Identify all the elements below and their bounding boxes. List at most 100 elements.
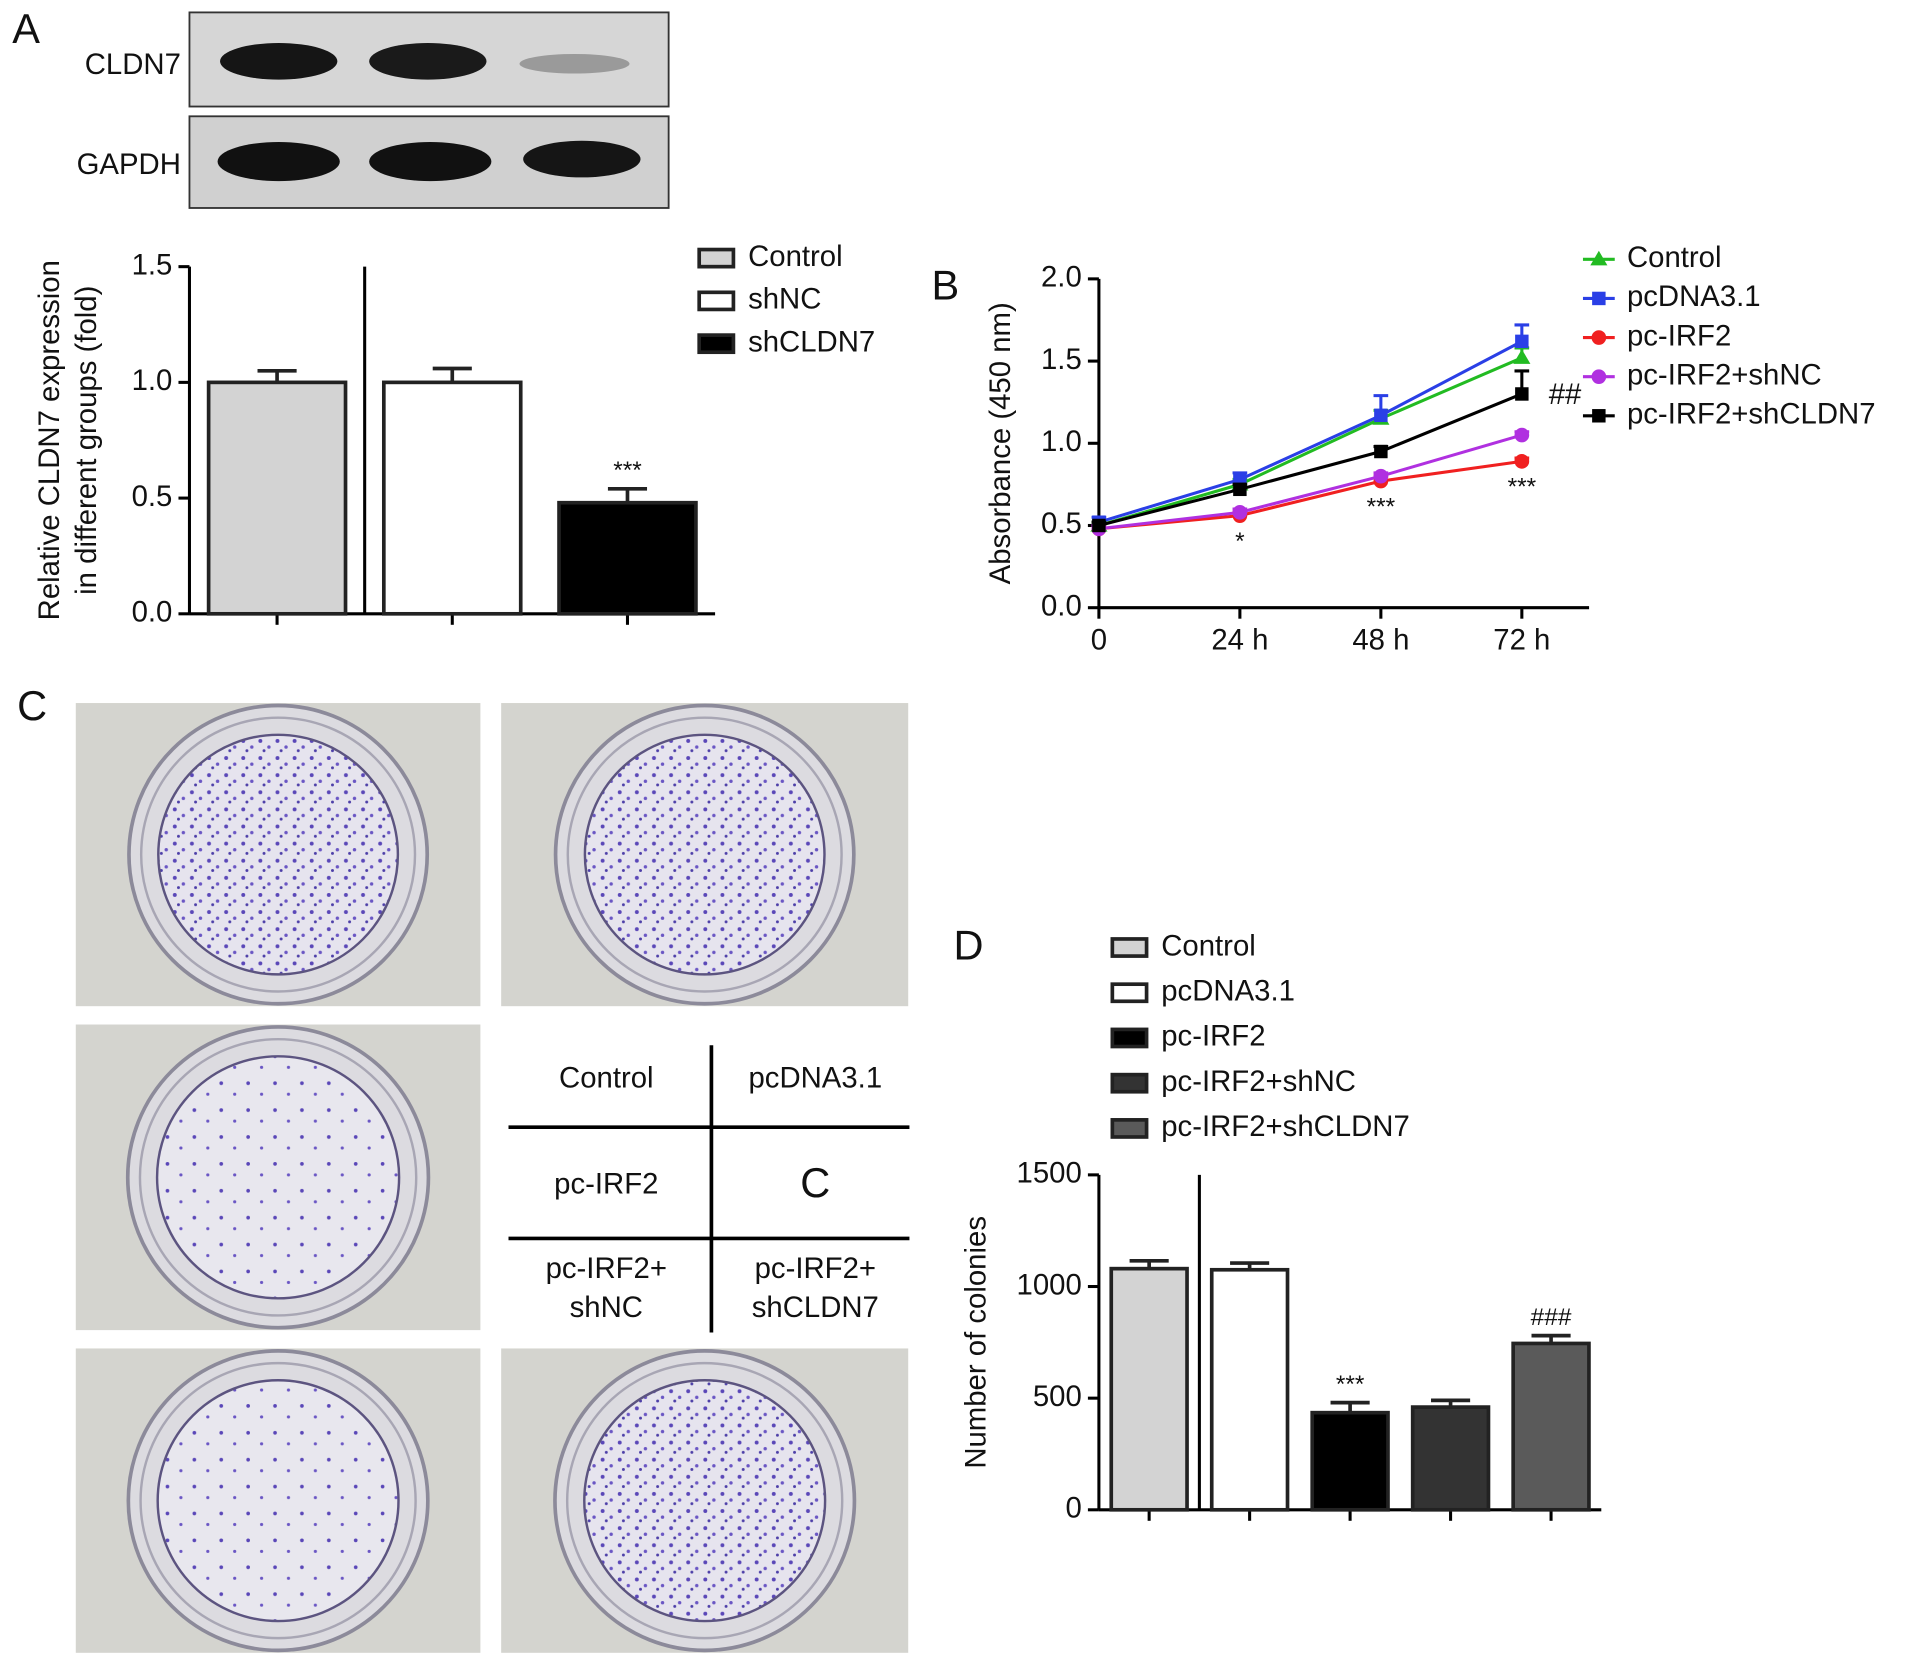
legend-label: pc-IRF2 <box>1627 319 1731 352</box>
key-label: shCLDN7 <box>752 1291 879 1324</box>
y-tick-label: 0.0 <box>132 596 173 629</box>
band <box>519 53 630 74</box>
bar <box>381 380 523 616</box>
legend-label: pcDNA3.1 <box>1161 974 1295 1007</box>
legend-label: Control <box>1627 241 1722 274</box>
panel-letter: D <box>953 922 983 969</box>
y-tick-label: 1500 <box>1017 1157 1082 1190</box>
marker <box>1374 444 1388 459</box>
legend-swatch <box>697 247 736 269</box>
y-tick-label: 1.5 <box>132 248 173 281</box>
marker <box>1592 409 1606 423</box>
colony-key <box>508 1045 910 1333</box>
bar <box>206 380 348 616</box>
key-label: pc-IRF2+ <box>546 1252 667 1285</box>
y-axis-label: Relative CLDN7 expression <box>33 260 66 620</box>
blot-label: CLDN7 <box>85 48 181 81</box>
dish-inner <box>565 1361 844 1640</box>
x-tick-label: 48 h <box>1352 624 1409 657</box>
x-tick-label: 24 h <box>1211 624 1268 657</box>
bar <box>1511 1341 1591 1512</box>
bar <box>557 500 698 616</box>
y-axis-label: Number of colonies <box>960 1216 993 1469</box>
legend-label: pcDNA3.1 <box>1627 280 1761 313</box>
legend-label: Control <box>1161 929 1256 962</box>
marker <box>1592 291 1606 306</box>
marker <box>1515 387 1529 401</box>
marker <box>1591 369 1607 385</box>
legend-swatch <box>1110 1027 1149 1049</box>
legend-label: pc-IRF2+shCLDN7 <box>1161 1110 1410 1143</box>
marker <box>1374 408 1388 423</box>
colonies <box>583 733 826 976</box>
marker <box>1092 518 1106 533</box>
bar <box>1310 1410 1390 1512</box>
band <box>369 42 487 80</box>
key-label: pc-IRF2 <box>554 1168 658 1201</box>
significance: *** <box>1508 474 1537 501</box>
legend-label: shCLDN7 <box>748 325 875 358</box>
line <box>1098 459 1523 531</box>
marker <box>1232 505 1248 520</box>
y-axis-label: in different groups (fold) <box>70 286 103 595</box>
bar <box>1109 1266 1189 1512</box>
key-label: pcDNA3.1 <box>748 1061 882 1094</box>
key-label: pc-IRF2+ <box>755 1252 876 1285</box>
y-tick-label: 1.5 <box>1041 343 1082 376</box>
legend-label: pc-IRF2+shCLDN7 <box>1627 398 1876 431</box>
key-label: C <box>800 1159 830 1206</box>
y-tick-label: 0.5 <box>132 480 173 513</box>
marker <box>1373 468 1389 484</box>
significance: * <box>1235 528 1245 555</box>
legend-label: Control <box>748 240 843 273</box>
dish-inner <box>138 1037 418 1317</box>
panel-letter: B <box>931 262 959 309</box>
legend-swatch <box>1110 937 1149 958</box>
legend-label: pc-IRF2 <box>1161 1020 1265 1053</box>
y-tick-label: 500 <box>1033 1380 1082 1413</box>
band <box>369 141 492 182</box>
dish-inner <box>139 1361 417 1640</box>
y-axis-label: Absorbance (450 nm) <box>984 302 1017 584</box>
line <box>1098 356 1523 527</box>
marker <box>1233 482 1247 497</box>
marker <box>1514 454 1530 469</box>
y-tick-label: 1.0 <box>132 364 173 397</box>
marker <box>1513 349 1531 364</box>
colonies <box>156 1379 400 1623</box>
dish-inner <box>139 716 417 993</box>
legend-swatch <box>1110 982 1149 1004</box>
key-label: shNC <box>570 1291 643 1324</box>
western-blot: CLDN7 GAPDH <box>77 11 670 209</box>
legend-label: pc-IRF2+shNC <box>1161 1065 1356 1098</box>
colonies <box>583 1379 827 1623</box>
panel-letter: C <box>17 682 47 729</box>
y-tick-label: 1.0 <box>1041 425 1082 458</box>
significance: *** <box>613 457 642 484</box>
dish-inner <box>566 716 843 993</box>
significance: *** <box>1336 1371 1365 1398</box>
marker <box>1590 250 1608 266</box>
x-tick-label: 72 h <box>1493 624 1550 657</box>
band <box>217 141 340 182</box>
line <box>1098 433 1523 531</box>
legend-swatch <box>697 290 736 312</box>
colonies <box>157 733 400 976</box>
legend-swatch <box>1110 1118 1149 1139</box>
key-label: Control <box>559 1061 654 1094</box>
y-tick-label: 0 <box>1065 1492 1081 1525</box>
significance: ## <box>1549 378 1582 411</box>
marker <box>1591 330 1607 345</box>
blot-label: GAPDH <box>77 148 181 181</box>
significance: *** <box>1367 493 1396 520</box>
significance: ### <box>1531 1304 1572 1331</box>
y-tick-label: 2.0 <box>1041 261 1082 294</box>
bar <box>1410 1405 1491 1512</box>
y-tick-label: 0.5 <box>1041 507 1082 540</box>
x-tick-label: 0 <box>1091 624 1107 657</box>
legend-swatch <box>697 333 736 355</box>
bar <box>1209 1267 1290 1512</box>
line <box>1098 392 1523 527</box>
panel-letter: A <box>12 5 40 52</box>
